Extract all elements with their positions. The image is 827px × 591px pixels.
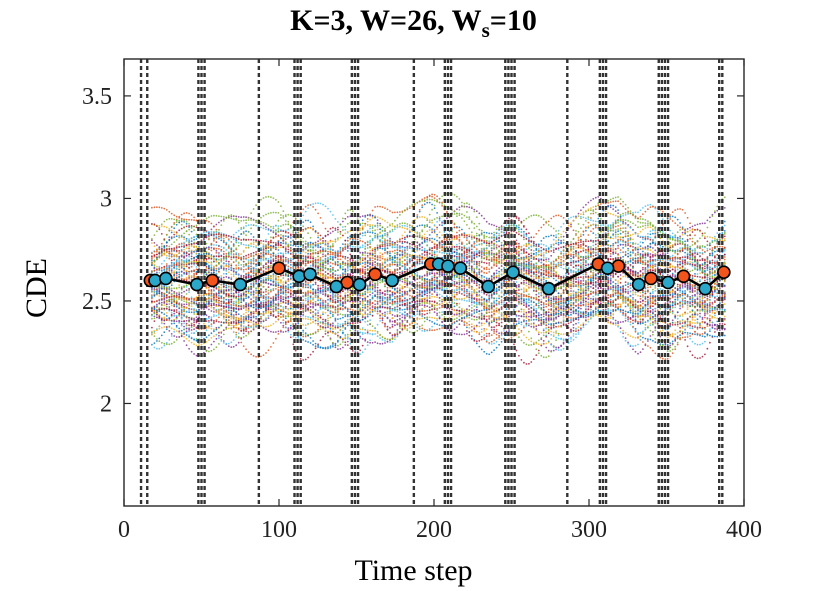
y-tick-label: 3 — [100, 186, 112, 212]
axes: 0 100 200 300 400 2 2.5 3 3.5 — [82, 58, 762, 543]
y-tick-label: 2 — [100, 391, 112, 417]
blue-marker — [303, 267, 317, 282]
blue-marker — [190, 277, 204, 292]
red-marker — [611, 259, 626, 273]
y-tick-label: 2.5 — [82, 289, 112, 315]
red-marker — [644, 271, 658, 286]
mean-markers — [143, 257, 731, 296]
red-marker — [717, 265, 731, 280]
blue-marker — [698, 281, 713, 296]
blue-marker — [600, 261, 615, 275]
blue-marker — [453, 261, 468, 275]
blue-marker — [506, 265, 520, 280]
blue-marker — [661, 275, 675, 290]
blue-marker — [292, 269, 306, 284]
chart-title: K=3, W=26, Ws=10 — [290, 4, 537, 42]
red-marker — [272, 261, 286, 275]
background-trajectories — [151, 192, 726, 365]
blue-marker — [159, 271, 173, 286]
blue-marker — [385, 273, 399, 288]
x-axis-label: Time step — [354, 554, 473, 587]
x-tick-label: 100 — [261, 517, 297, 543]
vertical-dashed-lines — [139, 59, 724, 506]
x-tick-label: 200 — [416, 517, 452, 543]
x-tick-label: 0 — [118, 517, 130, 543]
blue-marker — [148, 273, 162, 288]
blue-marker — [631, 277, 646, 292]
y-axis-label: CDE — [20, 258, 53, 318]
red-marker — [676, 269, 691, 284]
y-tick-label: 3.5 — [82, 84, 112, 110]
blue-marker — [541, 281, 556, 296]
blue-marker — [352, 277, 367, 292]
x-tick-label: 300 — [571, 517, 607, 543]
red-marker — [368, 267, 382, 282]
blue-marker — [233, 277, 248, 292]
blue-marker — [441, 259, 455, 273]
blue-marker — [329, 279, 344, 294]
blue-marker — [481, 279, 496, 294]
red-marker — [205, 273, 220, 288]
x-tick-label: 400 — [726, 517, 762, 543]
